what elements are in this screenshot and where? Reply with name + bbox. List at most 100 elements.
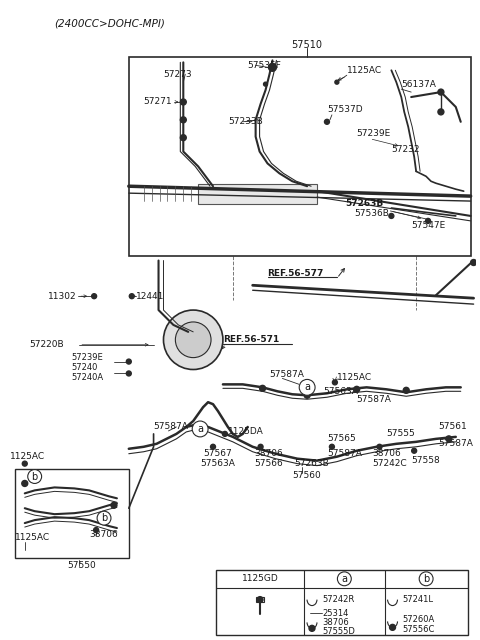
Circle shape — [446, 436, 452, 442]
Text: 25314: 25314 — [322, 609, 348, 618]
Text: 57536B: 57536B — [355, 209, 390, 218]
Circle shape — [180, 99, 186, 105]
Circle shape — [354, 387, 360, 392]
Circle shape — [175, 322, 211, 358]
Text: 57241L: 57241L — [402, 595, 433, 604]
Circle shape — [22, 481, 28, 486]
Bar — [15, 468, 129, 558]
Text: 12441: 12441 — [136, 292, 164, 301]
Text: a: a — [197, 424, 203, 434]
Text: 57561: 57561 — [438, 422, 467, 431]
Text: 57232: 57232 — [391, 145, 420, 154]
Text: a: a — [341, 574, 348, 584]
Circle shape — [258, 444, 263, 449]
Circle shape — [222, 431, 228, 436]
Text: 11302: 11302 — [48, 292, 76, 301]
Text: 57558: 57558 — [411, 456, 440, 465]
Text: 57566: 57566 — [254, 459, 283, 468]
Text: 57567: 57567 — [203, 449, 232, 458]
Text: 57550: 57550 — [67, 561, 96, 570]
Text: 56137A: 56137A — [401, 79, 436, 89]
Circle shape — [438, 109, 444, 115]
Text: 57240: 57240 — [72, 363, 98, 372]
Text: 1125GD: 1125GD — [241, 574, 278, 583]
Text: 57242C: 57242C — [372, 459, 407, 468]
Text: 57271: 57271 — [144, 97, 172, 106]
Text: 57587A: 57587A — [269, 370, 304, 379]
Bar — [129, 58, 470, 255]
Text: 1125AC: 1125AC — [10, 452, 45, 461]
Circle shape — [324, 119, 329, 124]
Text: 38706: 38706 — [89, 531, 118, 540]
Circle shape — [129, 294, 134, 299]
Text: b: b — [423, 574, 429, 584]
Text: 57563A: 57563A — [200, 459, 235, 468]
Circle shape — [211, 444, 216, 449]
Bar — [256, 596, 264, 602]
Circle shape — [304, 392, 310, 398]
Circle shape — [403, 387, 409, 394]
Circle shape — [264, 82, 267, 86]
Text: 1125AC: 1125AC — [347, 66, 382, 75]
Text: 57587A: 57587A — [154, 422, 189, 431]
Circle shape — [389, 214, 394, 218]
Text: a: a — [304, 382, 310, 392]
Text: 57239E: 57239E — [357, 129, 391, 138]
Text: 57240A: 57240A — [72, 373, 104, 382]
Text: 57587A: 57587A — [357, 395, 392, 404]
Text: REF.56-571: REF.56-571 — [223, 335, 279, 344]
Bar — [198, 184, 317, 204]
Text: 38706: 38706 — [322, 618, 348, 627]
Text: 57233B: 57233B — [228, 117, 263, 126]
Text: b: b — [101, 513, 107, 523]
Circle shape — [180, 134, 186, 141]
Circle shape — [28, 470, 42, 483]
Text: 57220B: 57220B — [30, 340, 64, 349]
Circle shape — [268, 63, 276, 71]
Circle shape — [333, 380, 337, 385]
Text: (2400CC>DOHC-MPI): (2400CC>DOHC-MPI) — [55, 19, 166, 29]
Circle shape — [419, 572, 433, 586]
Circle shape — [126, 359, 132, 364]
Text: 57587A: 57587A — [327, 449, 362, 458]
Circle shape — [299, 380, 315, 396]
Text: 57263B: 57263B — [294, 459, 329, 468]
Circle shape — [426, 218, 431, 223]
Text: 57263B: 57263B — [345, 198, 383, 207]
Circle shape — [192, 421, 208, 437]
Text: 57547E: 57547E — [411, 221, 445, 230]
Text: 57535F: 57535F — [248, 61, 282, 70]
Circle shape — [126, 371, 132, 376]
Circle shape — [470, 260, 477, 266]
Text: 57555: 57555 — [386, 429, 415, 438]
Text: 57565: 57565 — [327, 435, 356, 444]
Text: 38706: 38706 — [254, 449, 283, 458]
Text: 57273: 57273 — [164, 70, 192, 79]
Bar — [216, 570, 468, 635]
Text: 57260A: 57260A — [402, 615, 435, 624]
Circle shape — [92, 294, 96, 299]
Circle shape — [257, 596, 263, 603]
Text: 57242R: 57242R — [322, 595, 354, 604]
Circle shape — [97, 511, 111, 525]
Text: 57239E: 57239E — [72, 353, 103, 362]
Text: 57587A: 57587A — [438, 439, 473, 448]
Text: 1125DA: 1125DA — [228, 428, 264, 436]
Circle shape — [438, 89, 444, 95]
Text: b: b — [32, 472, 38, 481]
Circle shape — [390, 625, 396, 630]
Text: 57556C: 57556C — [402, 625, 435, 634]
Circle shape — [94, 527, 98, 532]
Text: REF.56-577: REF.56-577 — [267, 269, 324, 278]
Text: 57555D: 57555D — [322, 627, 355, 636]
Circle shape — [111, 502, 117, 508]
Circle shape — [335, 80, 339, 84]
Text: 57563A: 57563A — [323, 387, 358, 396]
Circle shape — [377, 444, 382, 449]
Text: 57560: 57560 — [292, 471, 321, 480]
Text: 57510: 57510 — [292, 40, 323, 49]
Circle shape — [309, 625, 315, 631]
Circle shape — [329, 444, 335, 449]
Text: 57537D: 57537D — [327, 106, 362, 115]
Circle shape — [22, 461, 27, 466]
